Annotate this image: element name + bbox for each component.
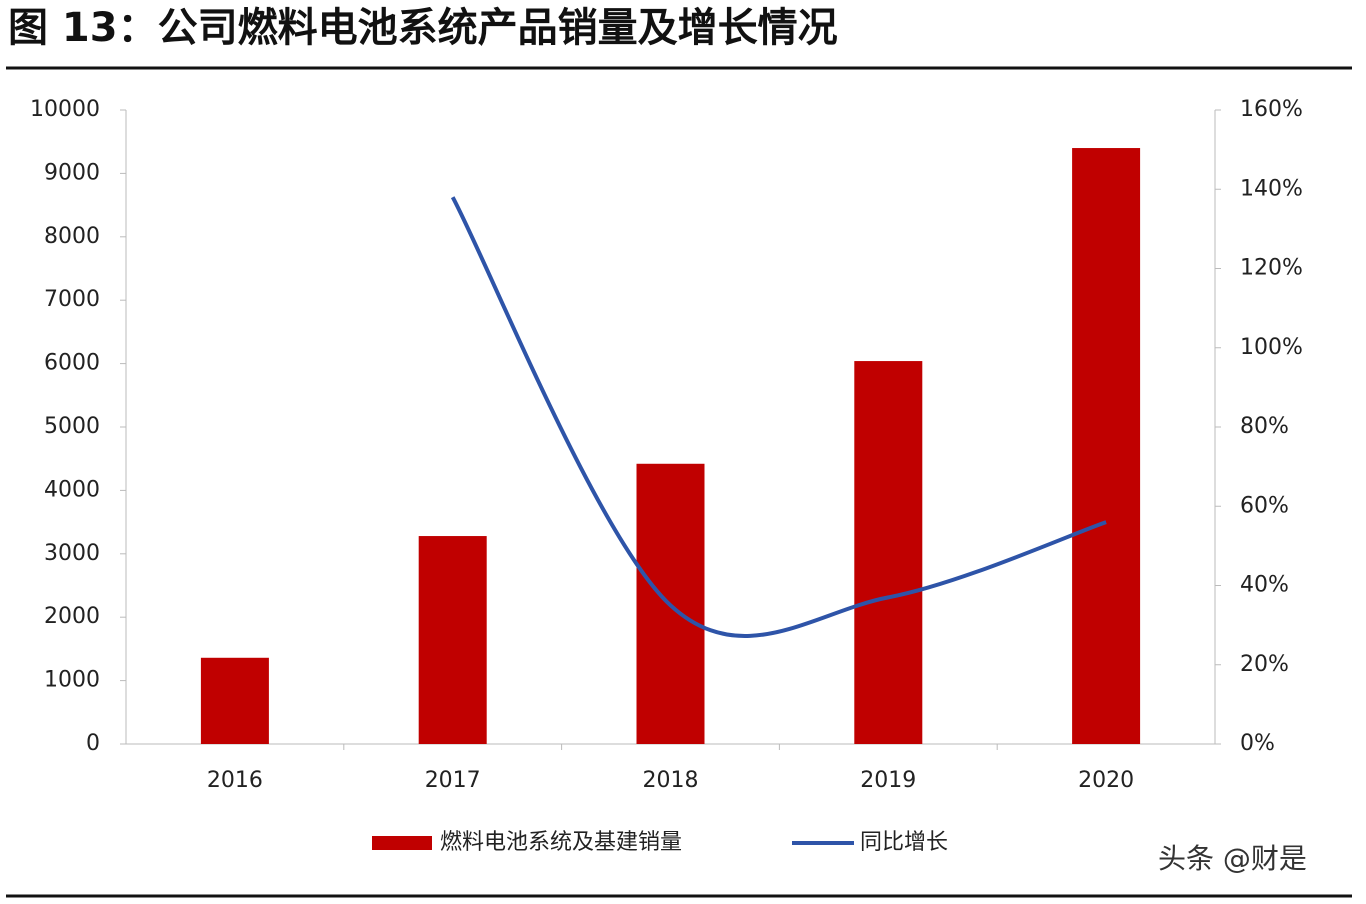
- y2-tick-label: 160%: [1240, 97, 1303, 122]
- y2-tick-label: 100%: [1240, 335, 1303, 360]
- y-tick-label: 2000: [44, 604, 100, 629]
- bar: [1072, 148, 1141, 745]
- bar: [200, 657, 269, 744]
- y-tick-label: 4000: [44, 477, 100, 502]
- bar: [854, 361, 923, 744]
- legend-label: 同比增长: [860, 830, 948, 855]
- y-tick-label: 9000: [44, 160, 100, 185]
- legend-label: 燃料电池系统及基建销量: [440, 830, 682, 855]
- y2-tick-label: 60%: [1240, 493, 1289, 518]
- bar: [418, 536, 487, 744]
- y-tick-label: 1000: [44, 668, 100, 693]
- legend-swatch: [372, 836, 432, 850]
- x-tick-label: 2016: [207, 768, 263, 793]
- y-tick-label: 6000: [44, 351, 100, 376]
- x-tick-label: 2018: [643, 768, 699, 793]
- y2-tick-label: 140%: [1240, 176, 1303, 201]
- y-tick-label: 10000: [30, 97, 100, 122]
- y-tick-label: 7000: [44, 287, 100, 312]
- y-tick-label: 5000: [44, 414, 100, 439]
- chart-title: 图 13：公司燃料电池系统产品销量及增长情况: [8, 5, 838, 51]
- y2-tick-label: 80%: [1240, 414, 1289, 439]
- y-tick-label: 8000: [44, 224, 100, 249]
- x-tick-label: 2020: [1078, 768, 1134, 793]
- x-tick-label: 2019: [860, 768, 916, 793]
- watermark: 头条 @财是: [1158, 842, 1307, 875]
- y2-tick-label: 20%: [1240, 652, 1289, 677]
- y-tick-label: 3000: [44, 541, 100, 566]
- y2-tick-label: 0%: [1240, 731, 1275, 756]
- line: [450, 196, 1107, 638]
- y-tick-label: 0: [86, 731, 100, 756]
- x-tick-label: 2017: [425, 768, 481, 793]
- y2-tick-label: 120%: [1240, 256, 1303, 281]
- y2-tick-label: 40%: [1240, 573, 1289, 598]
